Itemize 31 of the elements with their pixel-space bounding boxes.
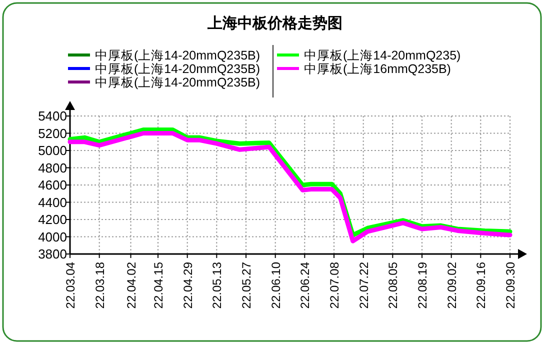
y-tick-label: 4800 xyxy=(38,160,67,176)
y-tick-label: 3800 xyxy=(38,246,67,262)
x-tick-label: 22.06.10 xyxy=(268,262,283,309)
x-tick-label: 22.06.24 xyxy=(298,262,312,309)
y-tick-label: 4000 xyxy=(38,229,67,244)
legend-label: 中厚板(上海14-20mmQ235B) xyxy=(95,62,260,76)
x-tick-label: 22.05.13 xyxy=(210,262,224,309)
x-tick-label: 22.09.30 xyxy=(504,262,518,309)
x-tick-label: 22.09.02 xyxy=(444,262,459,309)
x-tick-label: 22.03.18 xyxy=(92,262,107,309)
legend-label: 中厚板(上海14-20mmQ235B) xyxy=(95,48,260,62)
y-tick-label: 5400 xyxy=(38,108,67,124)
x-tick-label: 22.04.29 xyxy=(180,262,195,309)
y-tick-label: 5000 xyxy=(38,143,67,158)
x-tick-label: 22.07.22 xyxy=(356,262,371,309)
x-tick-label: 22.08.05 xyxy=(386,262,400,309)
chart-title: 上海中板价格走势图 xyxy=(206,15,342,32)
x-tick-label: 22.04.02 xyxy=(124,262,138,309)
x-tick-label: 22.03.04 xyxy=(64,262,78,309)
legend-label: 中厚板(上海14-20mmQ235) xyxy=(304,48,461,62)
x-tick-label: 22.04.15 xyxy=(152,262,166,309)
legend-label: 中厚板(上海16mmQ235B) xyxy=(304,62,451,76)
x-tick-label: 22.07.08 xyxy=(328,262,342,309)
x-tick-label: 22.08.19 xyxy=(416,262,430,309)
y-tick-label: 4600 xyxy=(38,178,67,192)
y-tick-label: 5200 xyxy=(38,126,67,141)
x-tick-label: 22.09.16 xyxy=(474,262,488,309)
x-tick-label: 22.05.27 xyxy=(240,262,254,309)
legend-label: 中厚板(上海14-20mmQ235B) xyxy=(95,76,260,90)
y-tick-label: 4200 xyxy=(38,212,67,227)
y-tick-label: 4400 xyxy=(38,194,67,210)
